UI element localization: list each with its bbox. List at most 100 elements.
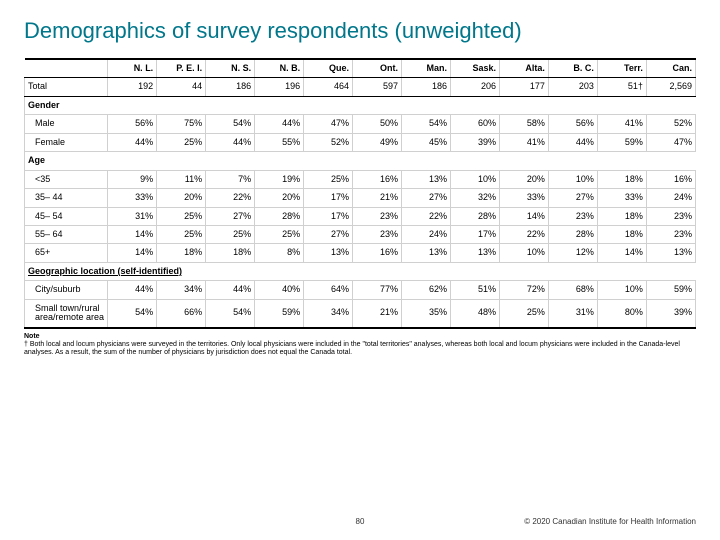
table-header-row: N. L. P. E. I. N. S. N. B. Que. Ont. Man… <box>25 59 696 78</box>
cell: 77% <box>353 281 402 299</box>
cell: 16% <box>646 170 695 188</box>
footnote: Note † Both local and locum physicians w… <box>24 333 696 357</box>
cell: 59% <box>646 281 695 299</box>
cell: 8% <box>255 244 304 262</box>
cell: 203 <box>548 78 597 96</box>
cell: 25% <box>157 225 206 243</box>
section-header: Gender <box>25 96 696 114</box>
table-row: 45– 5431%25%27%28%17%23%22%28%14%23%18%2… <box>25 207 696 225</box>
col-header: B. C. <box>548 59 597 78</box>
cell: 16% <box>353 244 402 262</box>
cell: 25% <box>499 299 548 327</box>
cell: 54% <box>206 115 255 133</box>
table-row: 35– 4433%20%22%20%17%21%27%32%33%27%33%2… <box>25 189 696 207</box>
header-corner <box>25 59 108 78</box>
cell: 64% <box>304 281 353 299</box>
cell: 52% <box>646 115 695 133</box>
cell: 32% <box>451 189 500 207</box>
cell: 13% <box>451 244 500 262</box>
cell: 25% <box>157 207 206 225</box>
cell: 47% <box>646 133 695 151</box>
cell: 75% <box>157 115 206 133</box>
cell: 44% <box>206 281 255 299</box>
cell: 20% <box>157 189 206 207</box>
cell: 14% <box>597 244 646 262</box>
table-row: 65+14%18%18%8%13%16%13%13%10%12%14%13% <box>25 244 696 262</box>
cell: 186 <box>206 78 255 96</box>
cell: 13% <box>402 170 451 188</box>
cell: 18% <box>157 244 206 262</box>
cell: 25% <box>255 225 304 243</box>
cell: 2,569 <box>646 78 695 96</box>
cell: 49% <box>353 133 402 151</box>
cell: 33% <box>499 189 548 207</box>
cell: 23% <box>353 207 402 225</box>
cell: 22% <box>206 189 255 207</box>
note-body: † Both local and locum physicians were s… <box>24 341 680 356</box>
cell: 20% <box>255 189 304 207</box>
cell: 54% <box>108 299 157 327</box>
cell: 12% <box>548 244 597 262</box>
cell: 44 <box>157 78 206 96</box>
cell: 44% <box>206 133 255 151</box>
cell: 597 <box>353 78 402 96</box>
col-header: N. L. <box>108 59 157 78</box>
cell: 13% <box>646 244 695 262</box>
cell: 18% <box>206 244 255 262</box>
cell: 68% <box>548 281 597 299</box>
cell: 31% <box>108 207 157 225</box>
cell: 41% <box>597 115 646 133</box>
cell: 59% <box>255 299 304 327</box>
col-header: Alta. <box>499 59 548 78</box>
cell: 44% <box>108 281 157 299</box>
cell: 62% <box>402 281 451 299</box>
cell: 33% <box>108 189 157 207</box>
copyright: © 2020 Canadian Institute for Health Inf… <box>524 517 696 526</box>
cell: 186 <box>402 78 451 96</box>
row-label: 45– 54 <box>25 207 108 225</box>
cell: 13% <box>304 244 353 262</box>
cell: 464 <box>304 78 353 96</box>
cell: 28% <box>255 207 304 225</box>
cell: 60% <box>451 115 500 133</box>
cell: 48% <box>451 299 500 327</box>
cell: 66% <box>157 299 206 327</box>
cell: 40% <box>255 281 304 299</box>
page-title: Demographics of survey respondents (unwe… <box>24 18 696 44</box>
cell: 196 <box>255 78 304 96</box>
cell: 10% <box>451 170 500 188</box>
col-header: P. E. I. <box>157 59 206 78</box>
row-label: 65+ <box>25 244 108 262</box>
cell: 45% <box>402 133 451 151</box>
section-header: Age <box>25 152 696 170</box>
cell: 23% <box>353 225 402 243</box>
cell: 17% <box>304 207 353 225</box>
cell: 11% <box>157 170 206 188</box>
cell: 35% <box>402 299 451 327</box>
cell: 23% <box>646 207 695 225</box>
row-label: Small town/rural area/remote area <box>25 299 108 327</box>
col-header: Ont. <box>353 59 402 78</box>
row-label: 35– 44 <box>25 189 108 207</box>
cell: 27% <box>206 207 255 225</box>
row-label: City/suburb <box>25 281 108 299</box>
cell: 23% <box>646 225 695 243</box>
demographics-table: N. L. P. E. I. N. S. N. B. Que. Ont. Man… <box>24 58 696 329</box>
cell: 18% <box>597 207 646 225</box>
cell: 10% <box>499 244 548 262</box>
cell: 192 <box>108 78 157 96</box>
section-label: Gender <box>25 96 696 114</box>
cell: 25% <box>304 170 353 188</box>
section-header: Geographic location (self-identified) <box>25 262 696 280</box>
cell: 14% <box>108 225 157 243</box>
cell: 25% <box>206 225 255 243</box>
cell: 19% <box>255 170 304 188</box>
cell: 41% <box>499 133 548 151</box>
cell: 31% <box>548 299 597 327</box>
cell: 34% <box>157 281 206 299</box>
cell: 59% <box>597 133 646 151</box>
cell: 177 <box>499 78 548 96</box>
cell: 44% <box>548 133 597 151</box>
total-row: Total1924418619646459718620617720351†2,5… <box>25 78 696 96</box>
cell: 55% <box>255 133 304 151</box>
